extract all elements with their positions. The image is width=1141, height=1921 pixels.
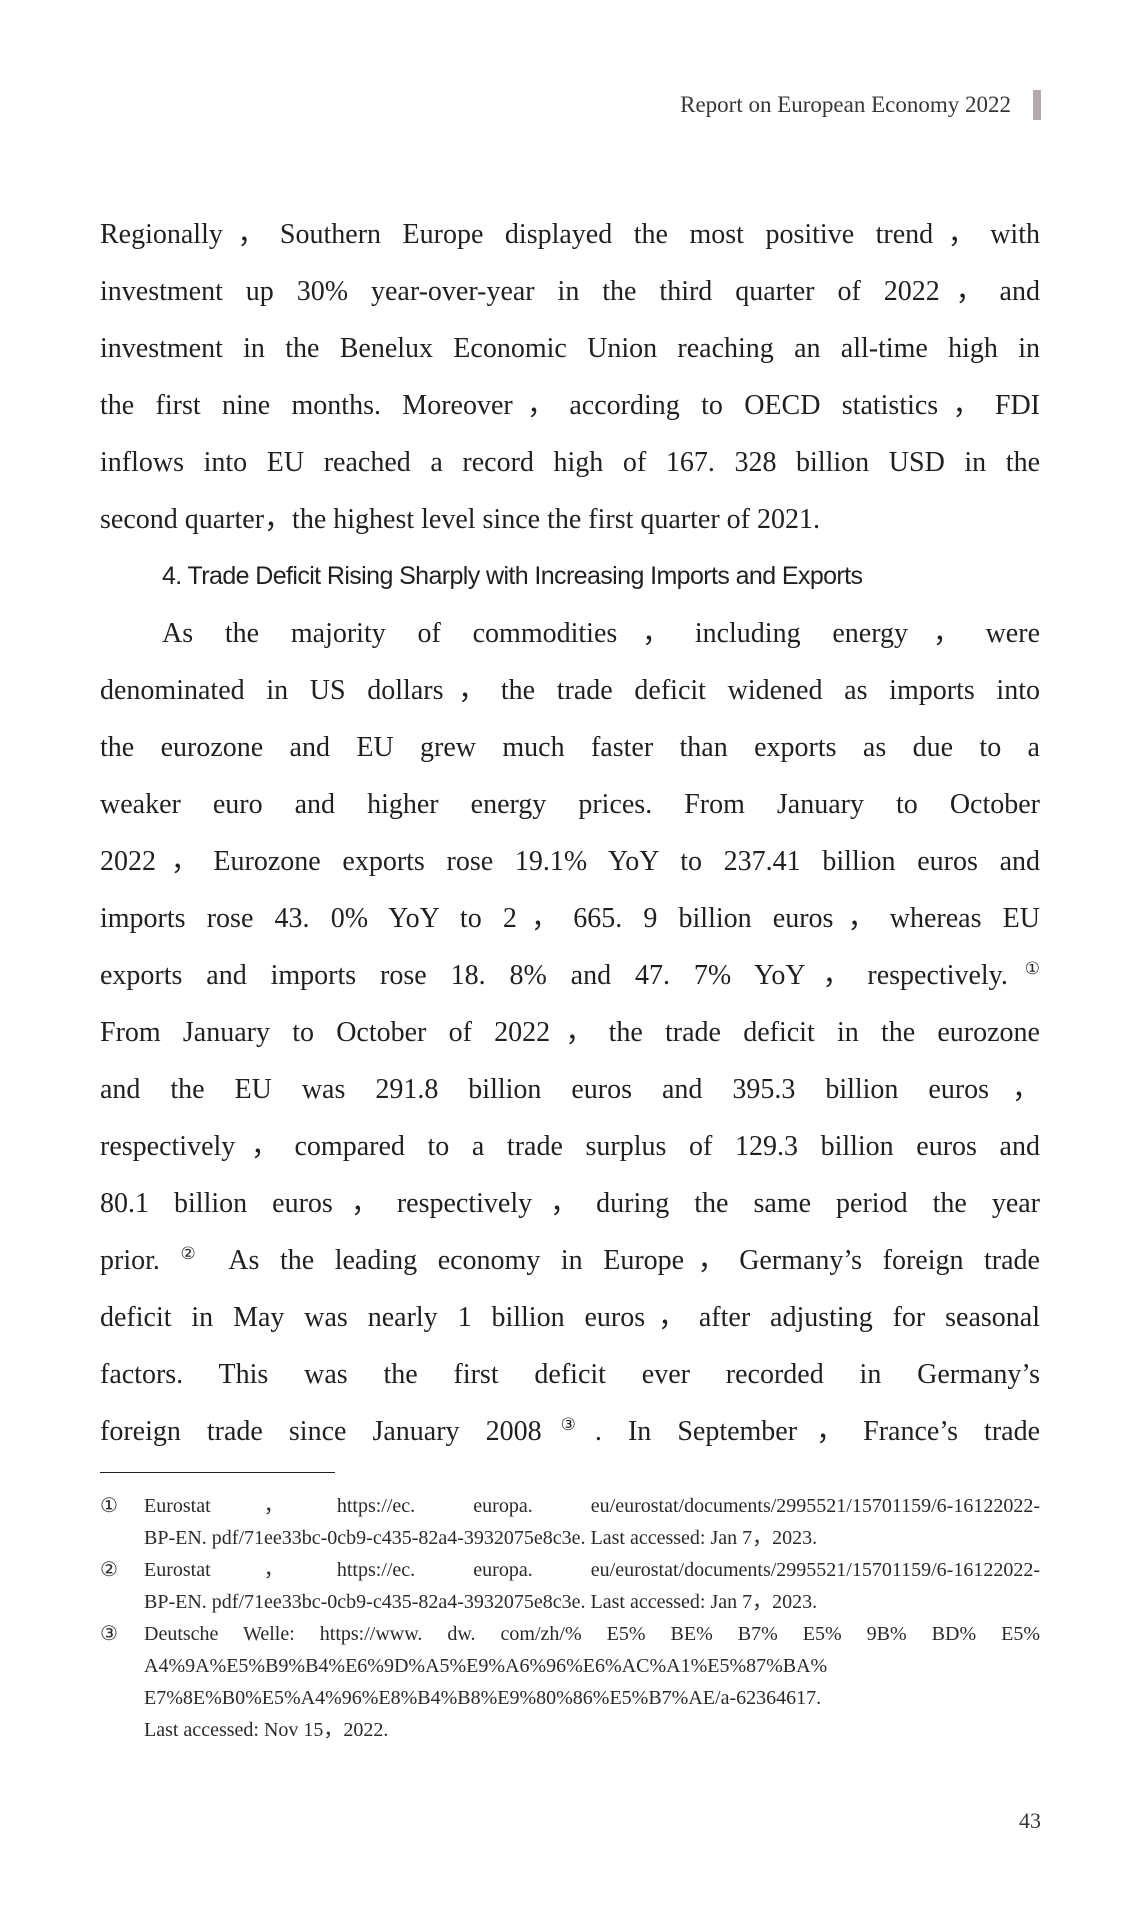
text-line: From January to October of 2022，the trad…	[100, 1017, 1040, 1048]
body-text: Regionally，Southern Europe displayed the…	[100, 206, 1040, 1460]
footnote-1: ① Eurostat，https://ec. europa. eu/eurost…	[100, 1490, 1040, 1554]
text-line: the first nine months. Moreover，accordin…	[100, 390, 1040, 421]
footnote-ref-2[interactable]: ②	[180, 1244, 210, 1263]
text-line: Regionally，Southern Europe displayed the…	[100, 219, 1040, 250]
footnote-line: Last accessed: Nov 15，2022.	[144, 1719, 389, 1741]
text-line: second quarter，the highest level since t…	[100, 504, 820, 535]
footnote-2: ② Eurostat，https://ec. europa. eu/eurost…	[100, 1554, 1040, 1618]
text-span: foreign trade since January 2008	[100, 1416, 542, 1447]
text-line: imports rose 43. 0% YoY to 2，665. 9 bill…	[100, 903, 1040, 934]
footnote-line: BP-EN. pdf/71ee33bc-0cb9-c435-82a4-39320…	[144, 1591, 818, 1613]
text-span: prior.	[100, 1245, 160, 1276]
text-span: exports and imports rose 18. 8% and 47. …	[100, 960, 1008, 991]
footnote-number: ②	[100, 1559, 118, 1581]
text-line: denominated in US dollars，the trade defi…	[100, 675, 1040, 706]
section-heading: 4. Trade Deficit Rising Sharply with Inc…	[162, 562, 863, 590]
footnotes: ① Eurostat，https://ec. europa. eu/eurost…	[100, 1490, 1040, 1746]
footnote-divider	[100, 1472, 335, 1473]
header-bar-decoration	[1033, 90, 1041, 120]
text-line: 80.1 billion euros，respectively，during t…	[100, 1188, 1040, 1219]
text-line: weaker euro and higher energy prices. Fr…	[100, 789, 1040, 820]
text-line: 2022，Eurozone exports rose 19.1% YoY to …	[100, 846, 1040, 877]
footnote-line: A4%9A%E5%B9%B4%E6%9D%A5%E9%A6%96%E6%AC%A…	[144, 1655, 828, 1677]
text-line: and the EU was 291.8 billion euros and 3…	[100, 1074, 1040, 1105]
text-line: investment in the Benelux Economic Union…	[100, 333, 1040, 364]
text-line: respectively，compared to a trade surplus…	[100, 1131, 1040, 1162]
footnote-3: ③ Deutsche Welle: https://www. dw. com/z…	[100, 1618, 1040, 1746]
footnote-ref-3[interactable]: ③	[541, 1415, 595, 1434]
footnote-number: ①	[100, 1495, 118, 1517]
footnote-number: ③	[100, 1623, 118, 1645]
text-line: the eurozone and EU grew much faster tha…	[100, 732, 1040, 763]
text-line: exports and imports rose 18. 8% and 47. …	[100, 947, 1040, 1004]
page-number: 43	[1019, 1808, 1041, 1833]
text-line: prior. ② As the leading economy in Europ…	[100, 1232, 1040, 1289]
footnote-line: BP-EN. pdf/71ee33bc-0cb9-c435-82a4-39320…	[144, 1527, 818, 1549]
text-line: deficit in May was nearly 1 billion euro…	[100, 1302, 1040, 1333]
text-line: factors. This was the first deficit ever…	[100, 1359, 1040, 1390]
text-line: inflows into EU reached a record high of…	[100, 447, 1040, 478]
text-line: foreign trade since January 2008③. In Se…	[100, 1403, 1040, 1460]
footnote-line: Eurostat，https://ec. europa. eu/eurostat…	[144, 1559, 1040, 1581]
footnote-line: Eurostat，https://ec. europa. eu/eurostat…	[144, 1495, 1040, 1517]
running-header: Report on European Economy 2022	[680, 90, 1041, 120]
text-line: As the majority of commodities，including…	[162, 618, 1040, 649]
text-line: investment up 30% year-over-year in the …	[100, 276, 1040, 307]
text-span: As the leading economy in Europe，Germany…	[228, 1245, 1040, 1276]
footnote-line: E7%8E%B0%E5%A4%96%E8%B4%B8%E9%80%86%E5%B…	[144, 1687, 822, 1709]
footnote-line: Deutsche Welle: https://www. dw. com/zh/…	[144, 1623, 1040, 1645]
text-span: . In September，France’s trade	[594, 1416, 1040, 1447]
running-title: Report on European Economy 2022	[680, 92, 1011, 117]
footnote-ref-1[interactable]: ①	[1007, 959, 1040, 978]
